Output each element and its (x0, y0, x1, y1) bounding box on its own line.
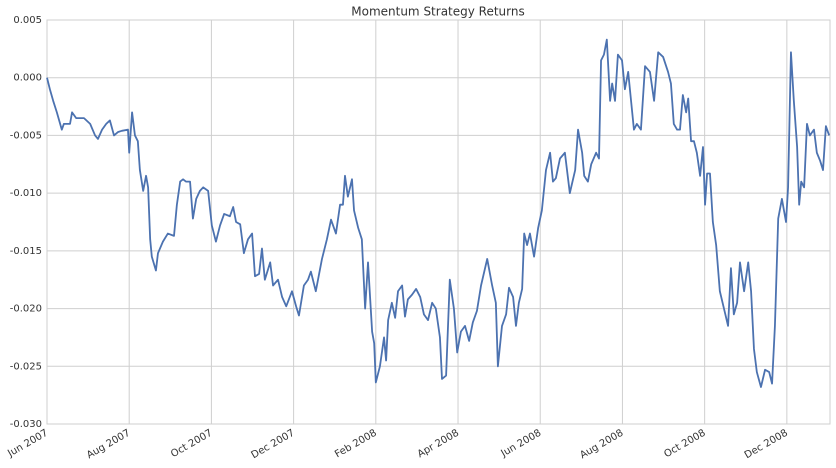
y-tick-label: 0.005 (13, 15, 42, 26)
x-tick-label: Oct 2008 (662, 428, 707, 460)
x-tick-label: Jun 2008 (499, 428, 544, 460)
chart-title: Momentum Strategy Returns (351, 5, 525, 19)
y-tick-label: -0.010 (10, 188, 42, 199)
y-tick-label: -0.025 (10, 361, 42, 372)
x-tick-label: Apr 2008 (416, 428, 461, 460)
plot-frame (46, 19, 831, 425)
x-tick-label: Oct 2007 (169, 428, 214, 460)
y-tick-label: -0.005 (10, 130, 42, 141)
x-tick-label: Dec 2007 (250, 428, 297, 462)
y-tick-label: 0.000 (13, 73, 42, 84)
x-tick-label: Aug 2008 (578, 428, 625, 462)
x-tick-label: Aug 2007 (85, 428, 132, 462)
x-tick-label: Feb 2008 (333, 428, 379, 461)
x-tick-label: Dec 2008 (743, 428, 790, 462)
y-tick-label: -0.015 (10, 246, 42, 257)
y-tick-label: -0.020 (10, 304, 42, 315)
y-tick-label: -0.030 (10, 419, 42, 430)
data-line (46, 38, 831, 388)
x-tick-label: Jun 2007 (5, 428, 50, 460)
